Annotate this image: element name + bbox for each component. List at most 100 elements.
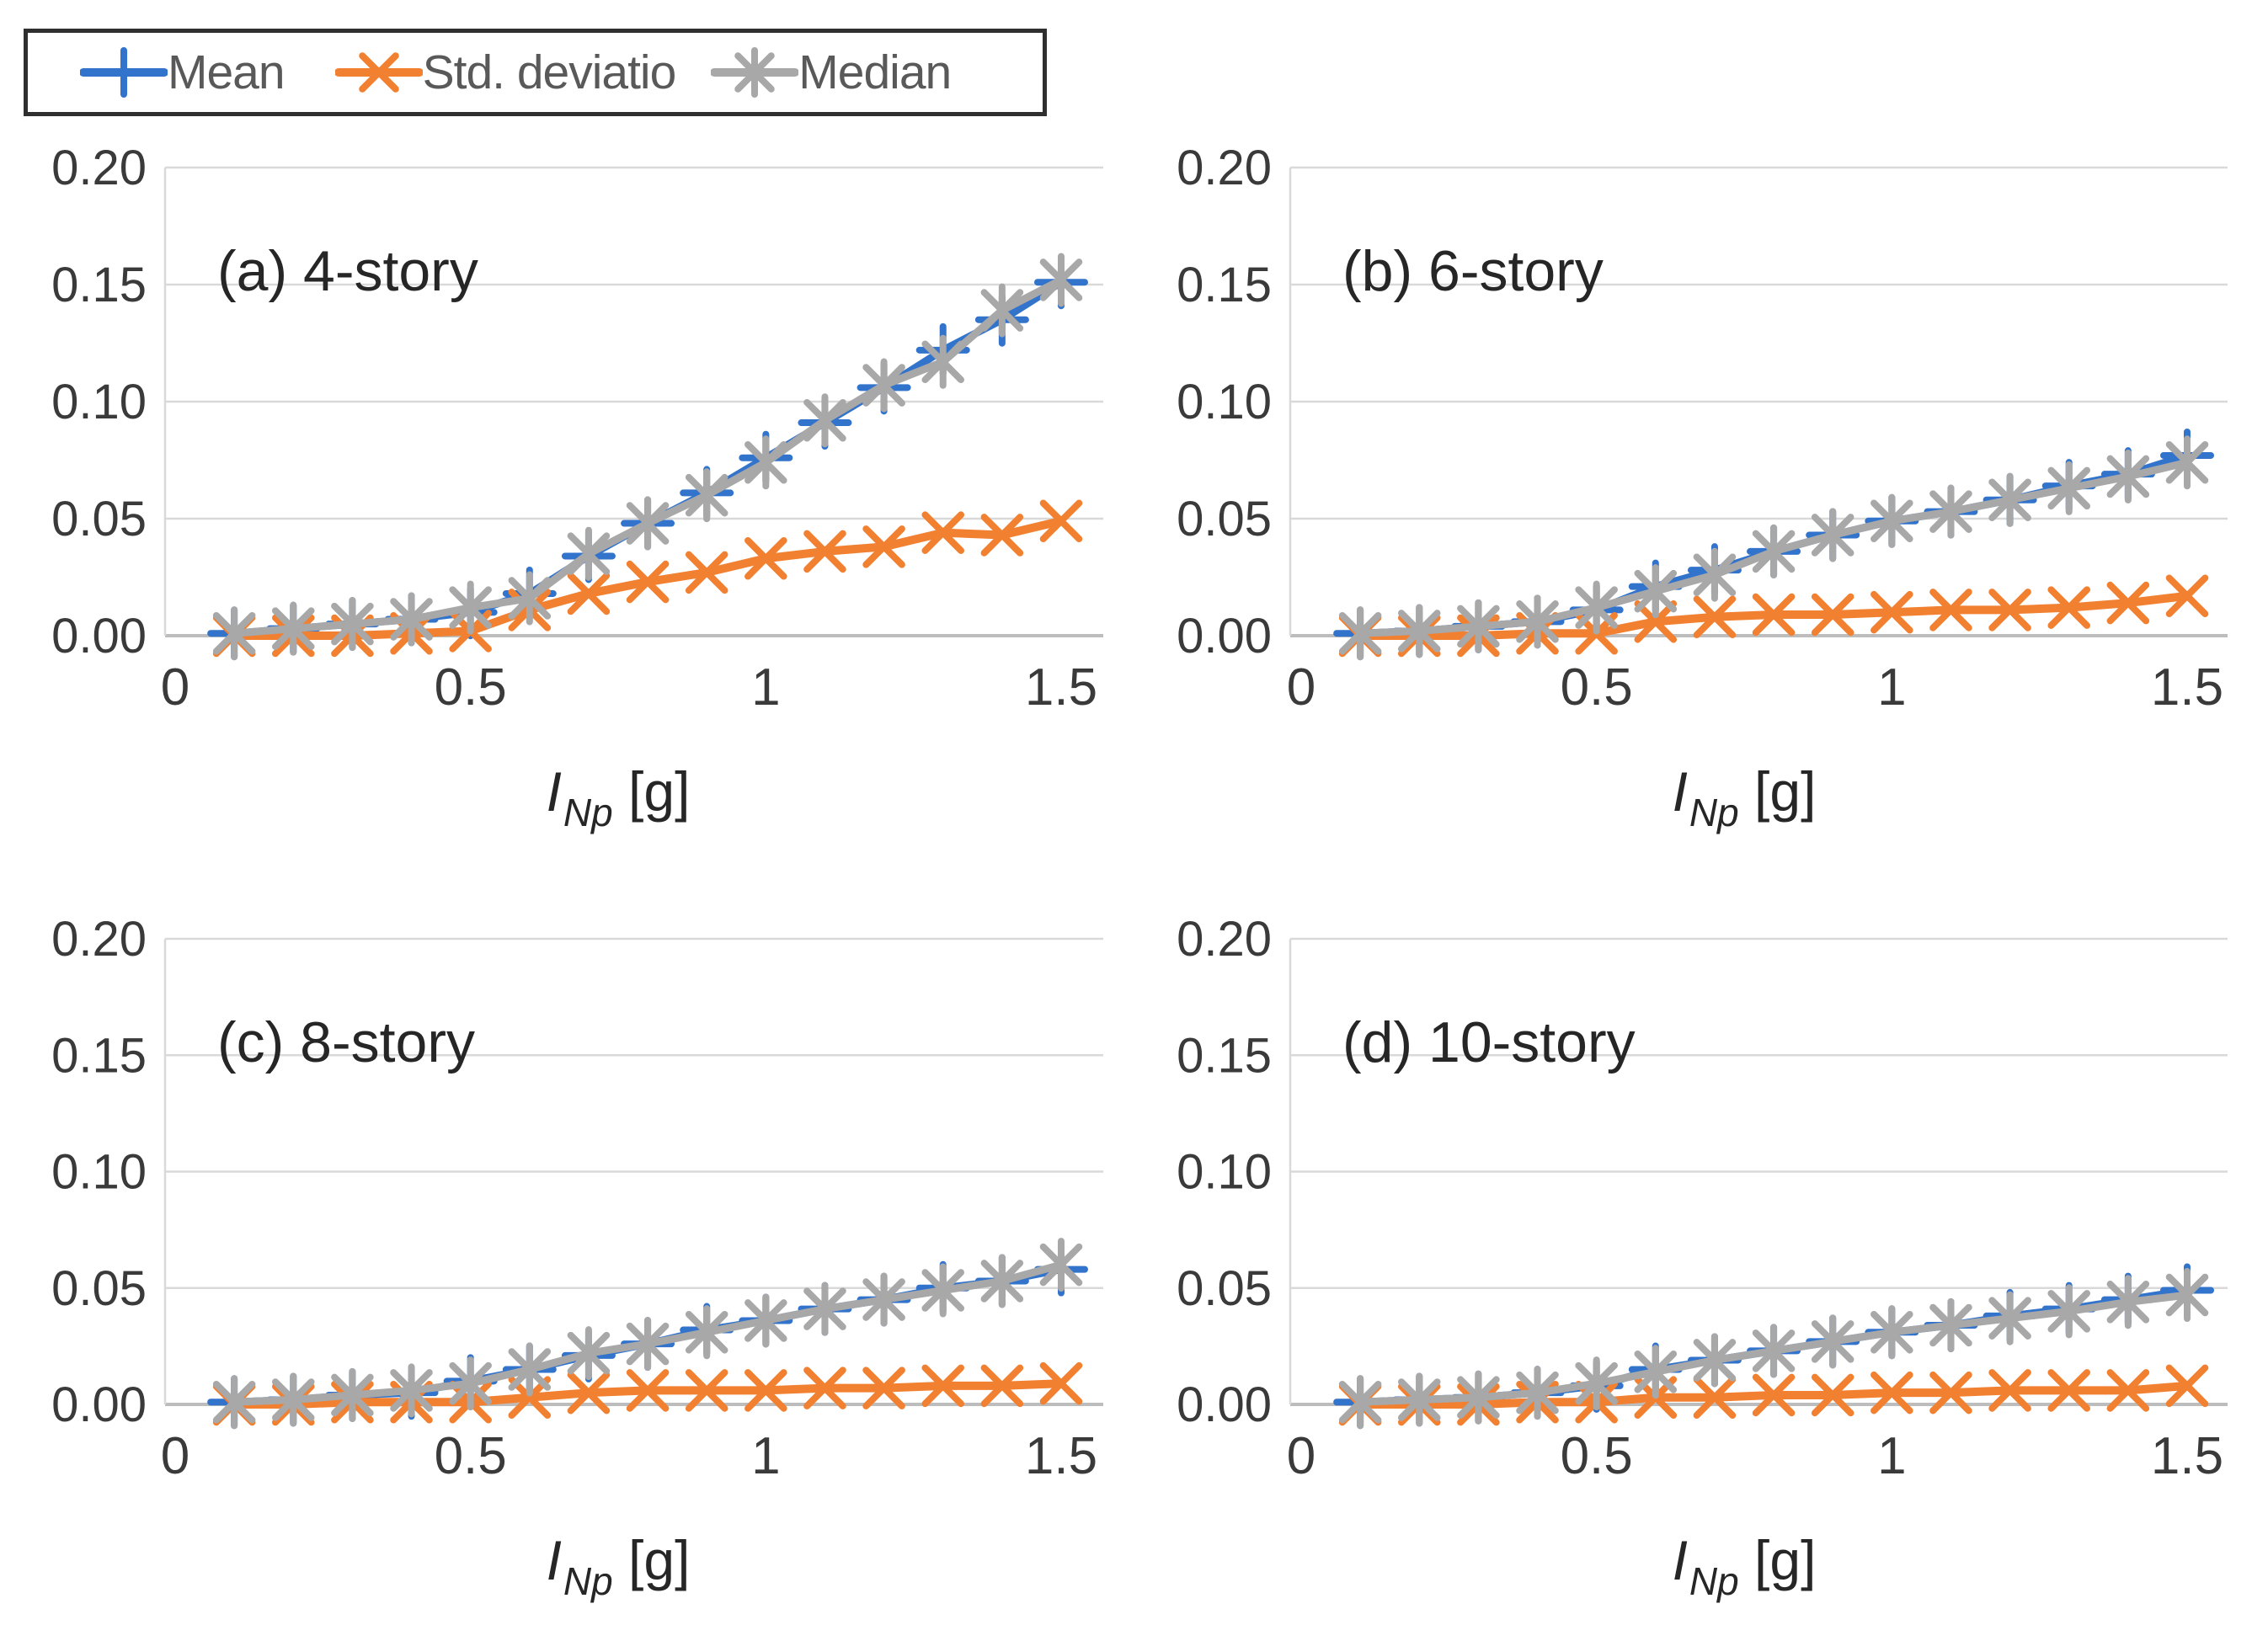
x-tick-label: 0 — [1287, 658, 1315, 717]
asterisk-marker-icon — [1575, 580, 1618, 635]
asterisk-marker-icon — [1988, 472, 2031, 527]
asterisk-marker-icon — [212, 606, 256, 661]
x-tick-label: 0 — [161, 658, 189, 717]
legend-item-median: Median — [711, 44, 952, 101]
x-marker-icon — [1870, 590, 1913, 634]
x-marker-icon — [2106, 581, 2150, 625]
asterisk-marker-icon — [626, 496, 670, 551]
asterisk-marker-icon — [921, 334, 965, 389]
x-tick-label: 1.5 — [1025, 658, 1097, 717]
x-marker-icon — [1929, 1371, 1972, 1415]
x-axis-title: INp [g] — [547, 760, 691, 834]
chart-title: (d) 10-story — [1342, 1010, 1636, 1074]
asterisk-marker-icon — [1870, 1305, 1913, 1360]
asterisk-marker-icon — [2047, 461, 2091, 515]
asterisk-marker-icon — [1752, 524, 1796, 578]
x-marker-icon — [1752, 593, 1796, 637]
chart-title: (c) 8-story — [217, 1010, 475, 1074]
asterisk-marker-icon — [1516, 1366, 1559, 1420]
x-tick-label: 0.5 — [435, 658, 507, 717]
y-tick-label: 0.10 — [1177, 1145, 1272, 1200]
x-marker-icon — [1039, 1361, 1083, 1405]
asterisk-marker-icon — [2165, 1268, 2209, 1323]
plus-marker-icon — [99, 47, 149, 98]
legend-box: Mean Std. deviatio Median — [24, 29, 1047, 116]
x-marker-icon — [980, 1364, 1024, 1408]
x-tick-label: 1.5 — [1025, 1427, 1097, 1485]
x-tick-label: 0 — [161, 1427, 189, 1485]
asterisk-marker-icon — [1693, 1333, 1737, 1388]
legend-label-mean: Mean — [168, 45, 286, 99]
x-axis-title: INp [g] — [547, 1529, 691, 1603]
x-marker-icon — [1988, 1369, 2031, 1412]
chart-d: 0.00 0.05 0.10 0.15 0.20 0 0.5 1 1.5 (d) 10-story… — [1177, 912, 2228, 1603]
asterisk-marker-icon — [1811, 508, 1854, 562]
x-marker-icon — [358, 52, 399, 93]
x-marker-icon — [980, 514, 1024, 557]
asterisk-marker-icon — [1338, 606, 1382, 661]
legend-item-std-deviation: Std. deviatio — [334, 44, 676, 101]
x-marker-icon — [803, 530, 846, 573]
asterisk-marker-icon — [2106, 449, 2150, 503]
x-tick-label: 1.5 — [2151, 658, 2223, 717]
y-tick-label: 0.05 — [1177, 1261, 1272, 1316]
x-marker-icon — [1634, 600, 1678, 643]
asterisk-marker-icon — [567, 1326, 611, 1381]
mean-plus-marker-icon — [80, 47, 168, 98]
y-tick-label: 0.05 — [51, 492, 147, 546]
asterisk-marker-icon — [567, 526, 611, 581]
asterisk-marker-icon — [744, 435, 787, 490]
asterisk-marker-icon — [1693, 547, 1737, 602]
x-marker-icon — [1811, 593, 1854, 637]
x-marker-icon — [2165, 1364, 2209, 1408]
y-tick-label: 0.00 — [51, 1377, 147, 1432]
x-tick-label: 1 — [1877, 1427, 1906, 1485]
asterisk-marker-icon — [1338, 1375, 1382, 1430]
x-marker-icon — [921, 511, 965, 554]
asterisk-marker-icon — [1811, 1314, 1854, 1369]
y-tick-label: 0.10 — [51, 1145, 147, 1200]
asterisk-marker-icon — [508, 571, 552, 626]
y-tick-label: 0.10 — [1177, 375, 1272, 429]
asterisk-marker-icon — [212, 1375, 256, 1430]
asterisk-marker-icon — [508, 1342, 552, 1397]
x-marker-icon — [1752, 1373, 1796, 1417]
x-tick-label: 0 — [1287, 1427, 1315, 1485]
x-marker-icon — [1039, 499, 1083, 543]
asterisk-marker-icon — [2047, 1284, 2091, 1339]
y-tick-label: 0.15 — [51, 1028, 147, 1083]
asterisk-marker-icon — [1516, 594, 1559, 649]
x-tick-label: 0.5 — [1561, 1427, 1633, 1485]
x-marker-icon — [567, 1371, 611, 1415]
asterisk-marker-icon — [1752, 1324, 1796, 1378]
asterisk-marker-icon — [862, 1272, 905, 1327]
x-axis-title: INp [g] — [1673, 760, 1817, 834]
chart-title: (a) 4-story — [217, 239, 478, 303]
x-tick-label: 1 — [1877, 658, 1906, 717]
x-marker-icon — [2165, 574, 2209, 618]
x-marker-icon — [2047, 586, 2091, 629]
asterisk-marker-icon — [685, 468, 728, 523]
y-tick-label: 0.20 — [1177, 912, 1272, 967]
x-marker-icon — [1929, 589, 1972, 631]
asterisk-marker-icon — [803, 1281, 846, 1336]
asterisk-marker-icon — [271, 1372, 315, 1427]
x-marker-icon — [626, 1369, 670, 1412]
median-asterisk-marker-icon — [711, 47, 799, 98]
x-tick-label: 1 — [751, 658, 780, 717]
asterisk-marker-icon — [271, 601, 315, 656]
y-tick-label: 0.20 — [1177, 141, 1272, 195]
x-tick-label: 0.5 — [435, 1427, 507, 1485]
x-marker-icon — [803, 1367, 846, 1409]
asterisk-marker-icon — [803, 393, 846, 448]
asterisk-marker-icon — [2165, 435, 2209, 490]
asterisk-marker-icon — [734, 47, 776, 98]
y-tick-label: 0.15 — [1177, 1028, 1272, 1083]
legend-label-median: Median — [798, 45, 952, 99]
asterisk-marker-icon — [1870, 493, 1913, 548]
asterisk-marker-icon — [331, 1367, 374, 1422]
asterisk-marker-icon — [2106, 1275, 2150, 1329]
chart-title: (b) 6-story — [1342, 239, 1604, 303]
x-tick-label: 1.5 — [2151, 1427, 2223, 1485]
